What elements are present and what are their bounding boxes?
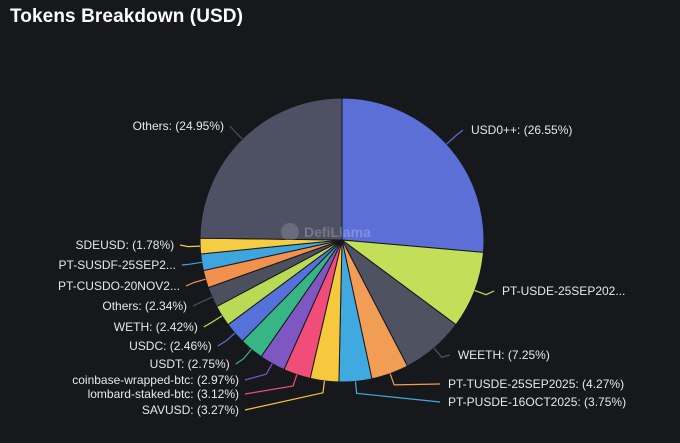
leader-line	[474, 289, 495, 296]
slice-label: USDC: (2.46%)	[129, 339, 212, 353]
leader-line	[446, 129, 464, 145]
leader-line	[179, 244, 201, 248]
slice-label: PT-PUSDE-16OCT2025: (3.75%)	[448, 395, 626, 409]
leader-line	[354, 381, 441, 403]
leader-line	[217, 332, 236, 347]
leader-line	[244, 363, 273, 381]
leader-line	[203, 315, 223, 328]
chart-title: Tokens Breakdown (USD)	[10, 6, 244, 27]
leader-line	[235, 348, 252, 365]
pie-slice-others-remaining[interactable]	[199, 97, 343, 241]
pie-labels: USD0++: (26.55%) PT-USDE-25SEP202... WEETH…	[58, 119, 626, 417]
leader-line	[433, 347, 450, 358]
slice-label: Others: (2.34%)	[102, 299, 187, 313]
slice-label: coinbase-wrapped-btc: (2.97%)	[72, 373, 239, 387]
slice-label: Others: (24.95%)	[133, 119, 224, 133]
slice-label: USDT: (2.75%)	[150, 357, 230, 371]
leader-line	[244, 380, 325, 411]
watermark-text: DefiLlama	[304, 224, 371, 240]
leader-line	[181, 261, 202, 266]
leader-line	[244, 374, 298, 395]
slice-label: PT-CUSDO-20NOV2...	[58, 279, 180, 293]
slice-label: PT-USDE-25SEP202...	[502, 284, 625, 298]
slice-label: USD0++: (26.55%)	[471, 123, 572, 137]
leader-line	[192, 296, 213, 307]
slice-label: lombard-staked-btc: (3.12%)	[88, 387, 239, 401]
pie-slices	[199, 97, 485, 383]
slice-label: PT-SUSDF-25SEP2...	[59, 258, 176, 272]
leader-line	[229, 125, 243, 140]
slice-label: PT-TUSDE-25SEP2025: (4.27%)	[448, 377, 624, 391]
leader-line	[185, 278, 206, 287]
llama-icon	[281, 223, 299, 241]
slice-label: WETH: (2.42%)	[114, 320, 198, 334]
slice-label: WEETH: (7.25%)	[458, 348, 550, 362]
leader-line	[389, 373, 441, 386]
watermark: DefiLlama	[281, 223, 371, 241]
slice-label: SDEUSD: (1.78%)	[75, 238, 174, 252]
pie-leader-lines	[179, 125, 495, 411]
slice-label: SAVUSD: (3.27%)	[142, 403, 239, 417]
